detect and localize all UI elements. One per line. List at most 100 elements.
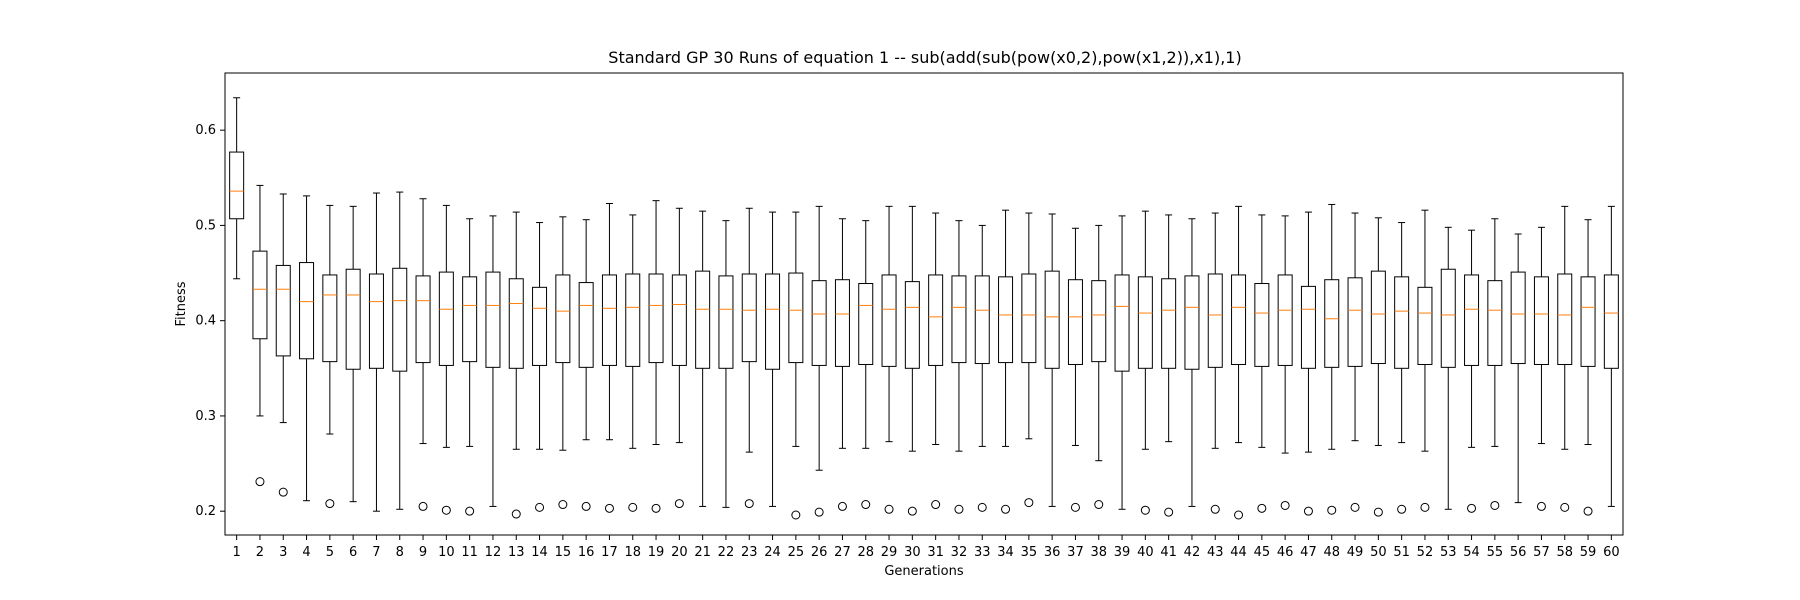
- x-tick-label: 47: [1300, 545, 1317, 560]
- plot-area: [229, 97, 1619, 520]
- x-tick-label: 29: [881, 545, 898, 560]
- box-generation-8: [392, 191, 408, 510]
- x-tick-label: 58: [1556, 545, 1573, 560]
- x-axis: 1 2 3 4 5 6 7 8 9 10 11 12 13 14 15 16 17 18 19 20 21 22 23 24 2…: [233, 535, 1620, 560]
- x-tick-label: 1: [233, 545, 241, 560]
- box-generation-4: [299, 195, 315, 502]
- outlier-point: [674, 499, 684, 509]
- box-generation-40: [1137, 210, 1153, 515]
- x-tick-label: 60: [1603, 545, 1620, 560]
- iqr-box: [1300, 285, 1316, 369]
- box-generation-45: [1254, 214, 1270, 513]
- box-generation-26: [811, 205, 827, 517]
- iqr-box: [508, 278, 524, 369]
- y-tick-label: 0.5: [195, 218, 216, 233]
- iqr-box: [601, 274, 617, 366]
- box-generation-48: [1324, 203, 1340, 515]
- x-tick-label: 49: [1347, 545, 1364, 560]
- outlier-point: [1024, 498, 1034, 508]
- x-tick-label: 13: [508, 545, 525, 560]
- x-tick-label: 16: [578, 545, 595, 560]
- box-generation-58: [1557, 205, 1573, 512]
- outlier-point: [1280, 500, 1290, 510]
- outlier-point: [837, 501, 847, 511]
- box-generation-46: [1277, 215, 1293, 510]
- x-tick-label: 25: [788, 545, 805, 560]
- box-generation-11: [462, 218, 478, 516]
- x-tick-label: 11: [461, 545, 478, 560]
- iqr-box: [1370, 270, 1386, 365]
- x-tick-label: 4: [302, 545, 310, 560]
- outlier-point: [1467, 503, 1477, 513]
- iqr-box: [1207, 273, 1223, 368]
- box-generation-6: [345, 205, 361, 503]
- y-tick-label: 0.4: [195, 314, 216, 329]
- outlier-point: [1536, 501, 1546, 511]
- box-generation-38: [1091, 224, 1107, 510]
- outlier-point: [1560, 502, 1570, 512]
- outlier-point: [255, 477, 265, 487]
- box-generation-15: [555, 216, 571, 510]
- box-generation-25: [788, 211, 804, 520]
- iqr-box: [1231, 274, 1247, 365]
- iqr-box: [951, 275, 967, 364]
- iqr-box: [1557, 273, 1573, 365]
- box-generation-49: [1347, 212, 1363, 512]
- x-tick-label: 27: [834, 545, 851, 560]
- box-generation-23: [741, 207, 757, 509]
- iqr-box: [555, 274, 571, 364]
- box-generation-9: [415, 198, 431, 511]
- box-generation-31: [928, 212, 944, 510]
- box-generation-3: [275, 193, 291, 497]
- outlier-point: [1234, 510, 1244, 520]
- outlier-point: [814, 507, 824, 517]
- iqr-box: [881, 274, 897, 367]
- box-generation-44: [1231, 205, 1247, 520]
- x-tick-label: 57: [1533, 545, 1550, 560]
- iqr-box: [718, 275, 734, 369]
- outlier-point: [1210, 504, 1220, 514]
- x-tick-label: 35: [1021, 545, 1038, 560]
- iqr-box: [485, 271, 501, 368]
- outlier-point: [1257, 503, 1267, 513]
- x-tick-label: 20: [671, 545, 688, 560]
- box-generation-2: [252, 184, 268, 487]
- x-tick-label: 31: [927, 545, 944, 560]
- box-generation-10: [438, 204, 454, 515]
- iqr-box: [1464, 274, 1480, 366]
- box-generation-13: [508, 211, 524, 519]
- chart-title: Standard GP 30 Runs of equation 1 -- sub…: [608, 48, 1241, 67]
- x-tick-label: 18: [624, 545, 641, 560]
- box-generation-52: [1417, 209, 1433, 512]
- iqr-box: [904, 281, 920, 369]
- x-tick-label: 46: [1277, 545, 1294, 560]
- iqr-box: [392, 267, 408, 372]
- x-tick-label: 9: [419, 545, 427, 560]
- x-tick-label: 14: [531, 545, 548, 560]
- iqr-box: [765, 273, 781, 370]
- box-generation-1: [229, 97, 245, 280]
- outlier-point: [535, 502, 545, 512]
- box-generation-54: [1464, 229, 1480, 513]
- iqr-box: [811, 280, 827, 366]
- x-tick-label: 21: [694, 545, 711, 560]
- iqr-box: [438, 271, 454, 366]
- box-generation-59: [1580, 219, 1596, 516]
- y-axis: 0.2 0.3 0.4 0.5 0.6: [195, 123, 225, 519]
- box-generation-19: [648, 200, 664, 513]
- outlier-point: [325, 499, 335, 509]
- outlier-point: [931, 500, 941, 510]
- iqr-box: [368, 273, 384, 369]
- box-generation-51: [1394, 222, 1410, 514]
- outlier-point: [791, 510, 801, 520]
- box-generation-34: [998, 209, 1014, 514]
- x-tick-label: 23: [741, 545, 758, 560]
- iqr-box: [695, 270, 711, 369]
- iqr-box: [1324, 279, 1340, 368]
- iqr-box: [741, 273, 757, 363]
- box-generation-50: [1370, 217, 1386, 517]
- box-generation-16: [578, 219, 594, 511]
- box-generation-30: [904, 205, 920, 516]
- outlier-point: [558, 500, 568, 510]
- box-generation-7: [368, 192, 384, 512]
